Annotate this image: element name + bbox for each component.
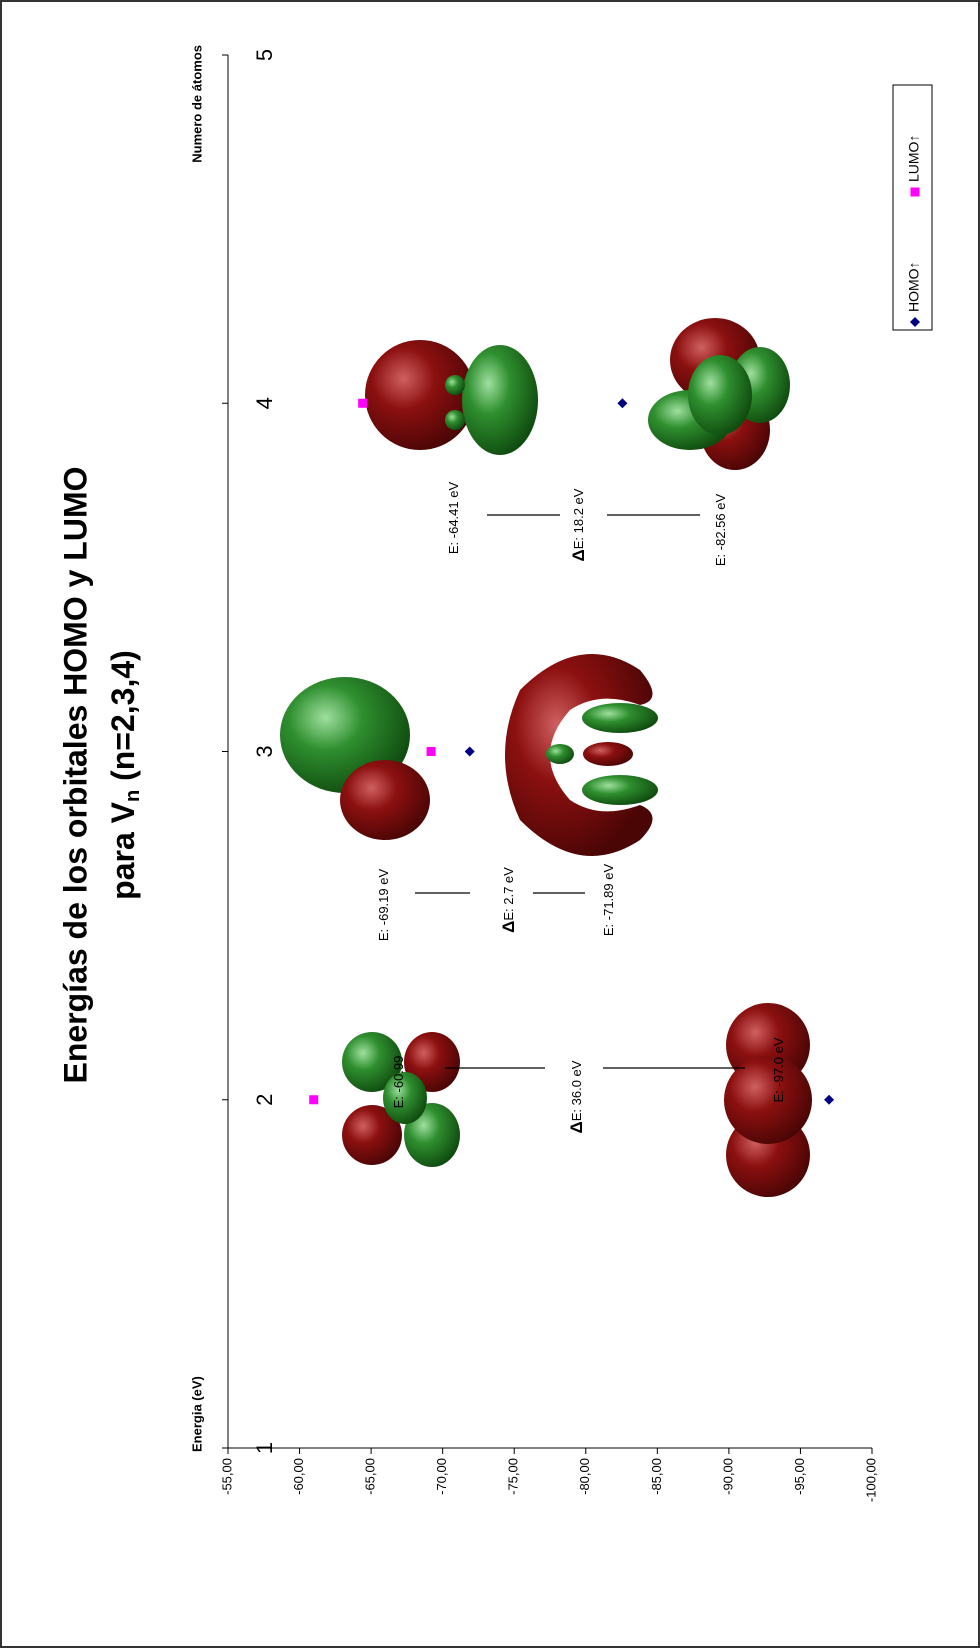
delta-symbol: Δ <box>569 549 588 561</box>
title-subscript: n <box>122 790 144 802</box>
y-tick-label: -100,00 <box>863 1458 878 1502</box>
legend-label: HOMO↑ <box>906 261 922 312</box>
legend-label: LUMO↑ <box>906 135 922 182</box>
annotation-text: E: -97.0 eV <box>771 1037 786 1102</box>
annotation: E: -97.0 eV <box>771 1037 786 1102</box>
x-tick-label: 5 <box>252 49 277 61</box>
annotation-text: E: 36.0 eV <box>569 1060 584 1121</box>
annotation: E: -82.56 eV <box>713 494 728 567</box>
legend-marker <box>911 188 920 197</box>
y-tick-label: -90,00 <box>720 1458 735 1495</box>
data-point <box>427 747 436 756</box>
annotation: ΔE: 18.2 eV <box>569 488 588 561</box>
chart-title: Energías de los orbitales HOMO y LUMO <box>57 466 93 1083</box>
annotation-text: E: -69.19 eV <box>376 869 391 942</box>
chart: Energías de los orbitales HOMO y LUMO par… <box>0 0 980 1648</box>
annotation-text: E: -71.89 eV <box>601 864 616 937</box>
annotation-text: E: -60.99 <box>391 1056 406 1109</box>
delta-symbol: Δ <box>499 921 518 933</box>
annotation-text: E: -82.56 eV <box>713 494 728 567</box>
annotation: E: -71.89 eV <box>601 864 616 937</box>
annotation-text: E: 2.7 eV <box>501 867 516 921</box>
x-tick-label: 2 <box>252 1094 277 1106</box>
data-point <box>358 399 367 408</box>
annotation: E: -60.99 <box>391 1056 406 1109</box>
y-tick-label: -60,00 <box>291 1458 306 1495</box>
y-axis-title: Energia (eV) <box>189 1376 204 1452</box>
annotation-text: E: 18.2 eV <box>571 488 586 549</box>
x-tick-label: 3 <box>252 745 277 757</box>
frame <box>1 1 979 1647</box>
x-tick-label: 4 <box>252 397 277 409</box>
title-part: para V <box>105 801 141 899</box>
chart-title: para Vn (n=2,3,4) <box>105 650 144 900</box>
y-tick-label: -55,00 <box>219 1458 234 1495</box>
annotation: E: -64.41 eV <box>446 482 461 555</box>
y-tick-label: -80,00 <box>577 1458 592 1495</box>
x-tick-label: 1 <box>252 1442 277 1454</box>
y-tick-label: -70,00 <box>434 1458 449 1495</box>
y-tick-label: -85,00 <box>649 1458 664 1495</box>
annotation: E: -69.19 eV <box>376 869 391 942</box>
y-tick-label: -95,00 <box>792 1458 807 1495</box>
data-point <box>309 1095 318 1104</box>
annotation-text: E: -64.41 eV <box>446 482 461 555</box>
x-axis-title: Numero de átomos <box>189 45 204 163</box>
title-part: (n=2,3,4) <box>105 650 141 790</box>
annotation: ΔE: 36.0 eV <box>567 1060 586 1133</box>
annotation: ΔE: 2.7 eV <box>499 867 518 933</box>
y-tick-label: -75,00 <box>506 1458 521 1495</box>
delta-symbol: Δ <box>567 1121 586 1133</box>
y-tick-label: -65,00 <box>363 1458 378 1495</box>
